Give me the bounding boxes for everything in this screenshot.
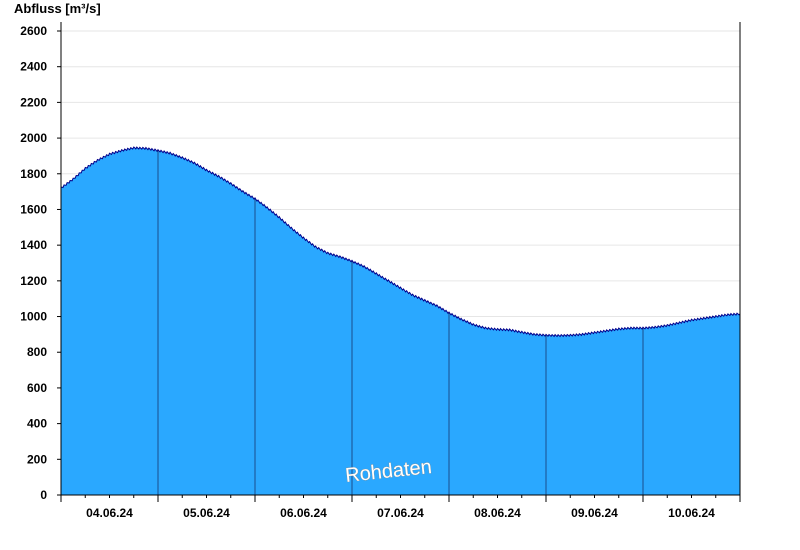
x-tick-label: 10.06.24 (668, 506, 715, 520)
y-axis-ticks: 0 200 400 600 800 1000 1200 1400 1600 1800 2000 220… (20, 24, 61, 502)
discharge-area (61, 147, 740, 495)
x-tick-label: 04.06.24 (86, 506, 133, 520)
x-tick-label: 07.06.24 (377, 506, 424, 520)
x-tick-label: 05.06.24 (183, 506, 230, 520)
y-tick-label: 1800 (20, 167, 47, 181)
y-tick-label: 600 (27, 381, 47, 395)
x-tick-label: 06.06.24 (280, 506, 327, 520)
y-tick-label: 400 (27, 417, 47, 431)
y-tick-label: 1200 (20, 274, 47, 288)
y-tick-label: 2400 (20, 60, 47, 74)
y-tick-label: 1600 (20, 202, 47, 216)
discharge-line (60, 146, 741, 338)
y-tick-label: 800 (27, 345, 47, 359)
y-tick-label: 2200 (20, 95, 47, 109)
y-tick-label: 2000 (20, 131, 47, 145)
y-tick-label: 1000 (20, 310, 47, 324)
y-tick-label: 1400 (20, 238, 47, 252)
x-tick-label: 08.06.24 (474, 506, 521, 520)
y-axis-title: Abfluss [m³/s] (14, 1, 101, 16)
y-tick-label: 0 (40, 488, 47, 502)
day-divider-lines (157, 150, 644, 495)
x-tick-label: 09.06.24 (571, 506, 618, 520)
x-axis-ticks: 04.06.24 05.06.24 06.06.24 07.06.24 08.06.24… (60, 495, 741, 520)
y-tick-label: 2600 (20, 24, 47, 38)
y-tick-label: 200 (27, 452, 47, 466)
